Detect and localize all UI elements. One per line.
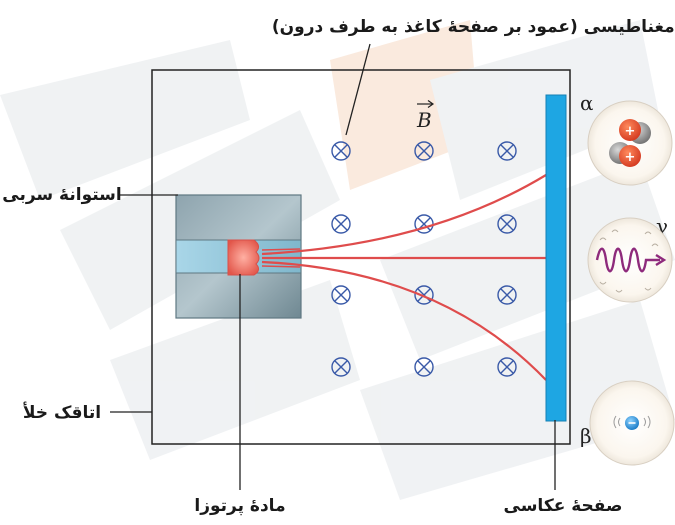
vacuum-chamber-label: اتاقک خلأ — [23, 402, 101, 423]
photographic-plate — [545, 94, 567, 422]
alpha-charge-top: + — [625, 124, 636, 139]
field-into-page-symbol — [331, 285, 351, 305]
alpha-symbol: α — [580, 91, 594, 115]
photographic-plate-label: صفحهٔ عکاسی — [504, 496, 623, 516]
gamma-ray-icon — [587, 217, 673, 303]
radioactive-source — [227, 239, 260, 276]
radiation-beams — [261, 174, 547, 381]
field-into-page-symbol — [414, 141, 434, 161]
radioactive-material-label: مادهٔ پرتوزا — [194, 496, 285, 516]
field-vector-label: B — [416, 100, 435, 132]
field-into-page-symbol — [497, 357, 517, 377]
beta-symbol: β — [580, 424, 592, 448]
field-pointer — [345, 43, 371, 136]
field-into-page-symbol — [497, 214, 517, 234]
alpha-charge-bottom: + — [625, 150, 636, 165]
lead-cylinder-label: استوانهٔ سربی — [2, 185, 121, 205]
field-into-page-symbol — [331, 214, 351, 234]
pointer-lines — [110, 43, 556, 490]
watermark-background — [0, 20, 675, 500]
beta-particle-icon — [589, 380, 675, 466]
field-into-page-symbol — [497, 141, 517, 161]
alpha-particle-icon: + + — [587, 100, 673, 186]
beta-beam — [261, 260, 547, 381]
field-into-page-symbol — [497, 285, 517, 305]
alpha-beam — [261, 174, 547, 256]
gamma-symbol: γ — [656, 214, 668, 238]
field-into-page-symbol — [331, 141, 351, 161]
magnetic-field-label: میدان مغناطیسی (عمود بر صفحهٔ کاغذ به طر… — [272, 17, 675, 37]
field-vector-symbol: B — [416, 108, 432, 132]
vacuum-chamber-box — [151, 69, 571, 445]
field-into-page-symbol — [414, 357, 434, 377]
field-into-page-symbol — [331, 357, 351, 377]
magnetic-field-symbols — [331, 141, 517, 377]
